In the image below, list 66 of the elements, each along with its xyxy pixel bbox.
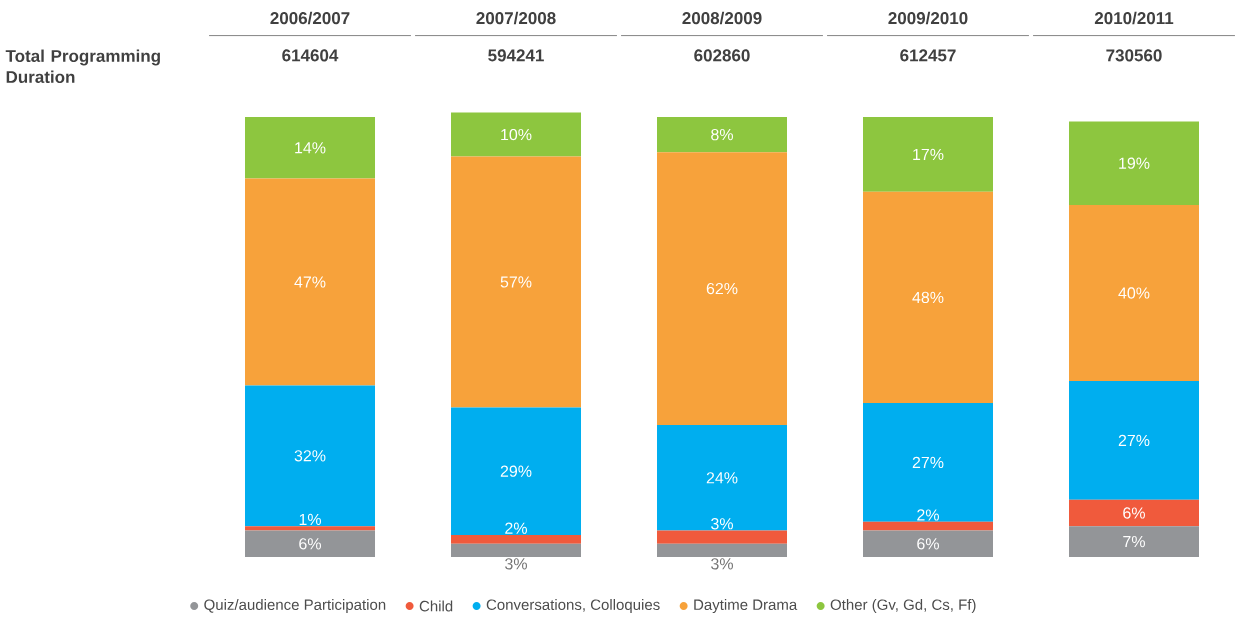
bar [1069,204,1199,381]
data-label: 57% [500,276,532,288]
bar [657,543,788,557]
legend-label: Conversations, Colloquies [486,598,660,613]
text: 594241 [488,49,544,62]
data-label: 1% [299,513,321,525]
bar [863,116,993,192]
bar [245,385,376,527]
legend-label: Quiz/audience Participation [204,598,386,613]
text: 602860 [694,49,750,62]
bar [657,530,788,544]
bar [1069,526,1199,557]
bar [451,543,582,557]
bar [245,178,376,386]
data-label: 47% [294,276,326,288]
bar [245,530,376,557]
text: Total Programming Duration [5,49,160,84]
bar [1069,499,1199,527]
data-label: 6% [917,538,939,550]
bar [863,191,993,403]
legend-label: Other (Gv, Gd, Cs, Ff) [830,599,976,613]
bar [863,402,993,522]
x-tick-label: 2010/2011 [1094,11,1174,25]
bar [245,116,376,179]
bar [451,534,582,544]
text: 612457 [900,49,956,62]
bar [1069,380,1199,500]
bar [657,152,788,425]
bar [245,526,376,531]
bar [451,112,582,157]
data-label: 3% [711,518,733,530]
data-label: 19% [1119,157,1150,169]
x-tick-label: 2008/2009 [682,11,762,25]
data-label: 6% [299,538,321,550]
data-label: 24% [706,472,738,484]
text: 730560 [1106,49,1162,62]
bar [1069,121,1199,205]
data-label: 7% [1123,535,1145,548]
bar [451,156,582,408]
data-label: 32% [294,450,326,462]
bar [657,424,788,531]
data-label: 10% [501,128,532,141]
text: 614604 [282,49,339,62]
bar [863,530,993,557]
data-label: 2% [917,509,939,521]
legend-label: Daytime Drama [694,598,798,613]
x-tick-label: 2006/2007 [270,11,350,25]
data-label: 40% [1118,287,1150,299]
data-label: 48% [912,291,944,304]
data-label: 62% [706,282,738,295]
data-label: 14% [295,142,326,154]
data-label: 6% [1123,507,1145,519]
legend-label: Child [419,600,453,612]
data-label: 2% [505,522,527,534]
data-label: 3% [505,558,527,570]
data-label: 27% [912,456,944,469]
bar [863,521,993,531]
bar [657,116,788,153]
data-label: 8% [711,128,733,141]
data-label: 29% [500,465,532,477]
x-tick-label: 2009/2010 [888,11,968,25]
bar [451,407,582,535]
x-tick-label: 2007/2008 [476,11,556,25]
data-label: 3% [711,558,733,570]
data-label: 17% [913,148,944,160]
data-label: 27% [1118,434,1150,447]
